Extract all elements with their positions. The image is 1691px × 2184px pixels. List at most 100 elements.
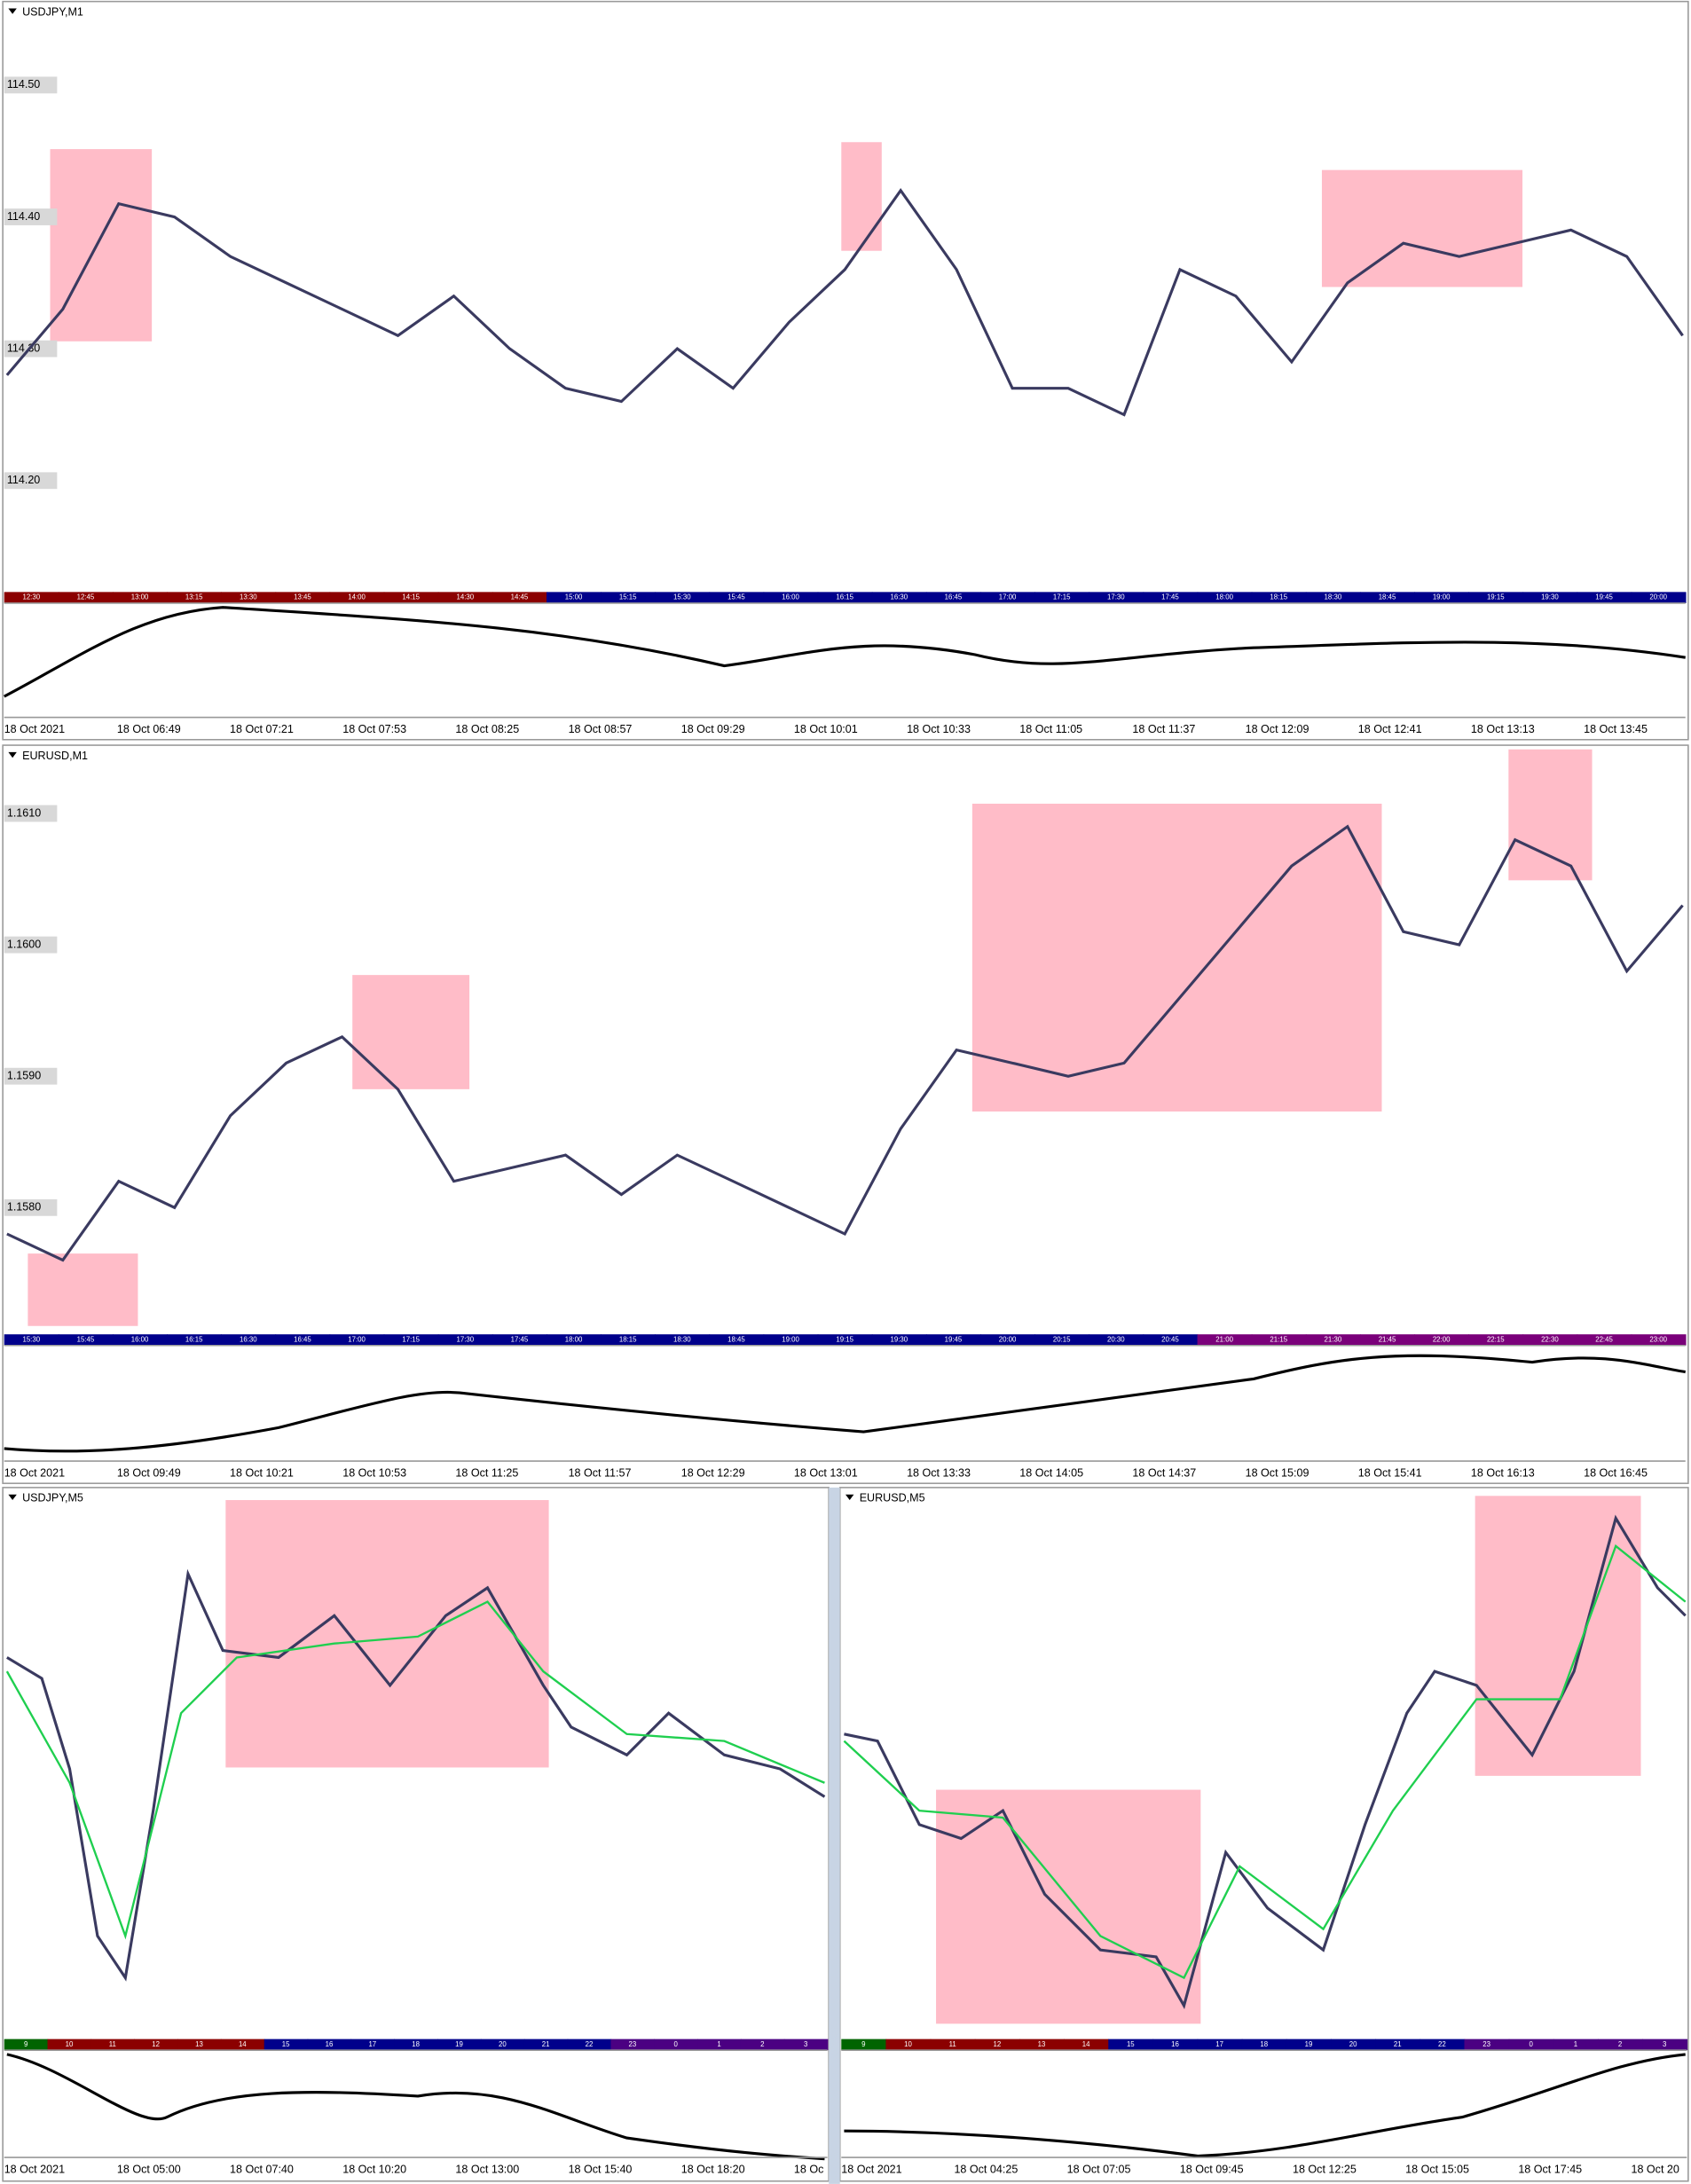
- session-label: 9: [861, 2040, 865, 2048]
- session-segment: [263, 2039, 309, 2051]
- session-segment: [350, 2039, 396, 2051]
- session-label: 17:45: [1161, 593, 1179, 601]
- time-label: 18 Oct 15:41: [1358, 1466, 1422, 1479]
- session-segment: [1019, 2039, 1065, 2051]
- session-segment: [221, 592, 277, 603]
- time-label: 18 Oct 2021: [4, 723, 65, 735]
- session-segment: [709, 592, 765, 603]
- session-label: 22: [586, 2040, 594, 2048]
- time-label: 18 Oct 2021: [4, 1466, 65, 1479]
- session-segment: [783, 2039, 829, 2051]
- session-segment: [1108, 2039, 1154, 2051]
- session-segment: [1152, 2039, 1199, 2051]
- time-label: 18 Oct 08:25: [455, 723, 519, 735]
- session-segment: [974, 2039, 1020, 2051]
- session-label: 22:15: [1487, 1336, 1505, 1344]
- session-label: 13:45: [294, 593, 311, 601]
- session-segment: [763, 592, 819, 603]
- session-label: 19:45: [945, 1336, 963, 1344]
- time-label: 18 Oct 11:37: [1132, 723, 1195, 735]
- session-label: 22: [1438, 2040, 1446, 2048]
- session-segment: [1420, 2039, 1466, 2051]
- session-label: 16:00: [131, 1336, 149, 1344]
- session-label: 22:45: [1595, 1336, 1613, 1344]
- session-label: 21: [1394, 2040, 1402, 2048]
- session-label: 14: [1082, 2040, 1090, 2048]
- title-icon: [8, 1494, 17, 1501]
- session-label: 15:30: [22, 1336, 40, 1344]
- time-label: 18 Oct 14:37: [1132, 1466, 1196, 1479]
- session-label: 20:45: [1161, 1336, 1179, 1344]
- session-segment: [1305, 592, 1361, 603]
- price-label-box: [4, 936, 58, 954]
- session-segment: [1577, 592, 1632, 603]
- session-label: 14:00: [348, 593, 366, 601]
- session-segment: [547, 592, 602, 603]
- session-segment: [1143, 1334, 1199, 1346]
- session-label: 14:15: [402, 593, 420, 601]
- session-segment: [610, 2039, 656, 2051]
- session-segment: [1089, 592, 1144, 603]
- session-label: 16:15: [185, 1336, 203, 1344]
- time-label: 18 Oct 04:25: [954, 2164, 1018, 2176]
- session-segment: [58, 592, 114, 603]
- price-line: [5, 188, 1684, 417]
- session-segment: [112, 592, 168, 603]
- session-segment: [930, 2039, 976, 2051]
- time-label: 18 Oct 13:45: [1584, 723, 1648, 735]
- session-segment: [58, 1334, 114, 1346]
- session-label: 20:00: [999, 1336, 1017, 1344]
- session-label: 17:30: [456, 1336, 474, 1344]
- session-segment: [480, 2039, 525, 2051]
- time-label: 18 Oct 15:09: [1246, 1466, 1310, 1479]
- session-label: 20:15: [1053, 1336, 1071, 1344]
- session-segment: [394, 2039, 438, 2051]
- session-label: 11: [949, 2040, 956, 2048]
- session-label: 16:45: [294, 1336, 311, 1344]
- session-label: 17: [368, 2040, 376, 2048]
- price-label-box: [4, 208, 58, 225]
- ma-line: [5, 1600, 825, 1940]
- session-segment: [697, 2039, 742, 2051]
- session-label: 21:00: [1215, 1336, 1233, 1344]
- session-label: 10: [904, 2040, 912, 2048]
- price-line: [6, 1568, 826, 1982]
- session-label: 18: [412, 2040, 420, 2048]
- time-label: 18 Oct 09:29: [681, 723, 745, 735]
- session-segment: [601, 1334, 657, 1346]
- price-label: 1.1600: [7, 938, 41, 950]
- session-label: 20:00: [1649, 593, 1667, 601]
- session-label: 18:30: [673, 1336, 691, 1344]
- time-label: 18 Oct 07:05: [1067, 2164, 1131, 2176]
- session-label: 13: [1038, 2040, 1046, 2048]
- session-segment: [90, 2039, 136, 2051]
- session-label: 17: [1215, 2040, 1223, 2048]
- session-segment: [567, 2039, 612, 2051]
- session-label: 18: [1260, 2040, 1268, 2048]
- time-label: 18 Oct 13:01: [794, 1466, 858, 1479]
- highlight-boxes: [28, 142, 1641, 2024]
- time-label: 18 Oct 13:13: [1471, 723, 1535, 735]
- session-label: 21:15: [1270, 1336, 1287, 1344]
- panel-frame: [2, 744, 1689, 1484]
- session-segment: [1577, 1334, 1632, 1346]
- session-segment: [492, 592, 547, 603]
- session-segment: [1468, 592, 1524, 603]
- session-segment: [4, 1334, 59, 1346]
- session-label: 15: [282, 2040, 290, 2048]
- session-segment: [329, 592, 385, 603]
- time-label: 18 Oct 09:45: [1180, 2164, 1244, 2176]
- session-label: 22:30: [1541, 1336, 1559, 1344]
- session-label: 18:45: [728, 1336, 745, 1344]
- time-label: 18 Oct 18:20: [681, 2164, 745, 2176]
- session-segment: [329, 1334, 385, 1346]
- time-label: 18 Oct 10:53: [342, 1466, 406, 1479]
- session-segment: [275, 592, 331, 603]
- session-label: 17:00: [999, 593, 1017, 601]
- session-label: 23:00: [1649, 1336, 1667, 1344]
- session-label: 23: [1483, 2040, 1490, 2048]
- splitter: [829, 1487, 840, 2184]
- session-segment: [1375, 2039, 1421, 2051]
- session-segment: [1034, 1334, 1090, 1346]
- session-segment: [1143, 592, 1199, 603]
